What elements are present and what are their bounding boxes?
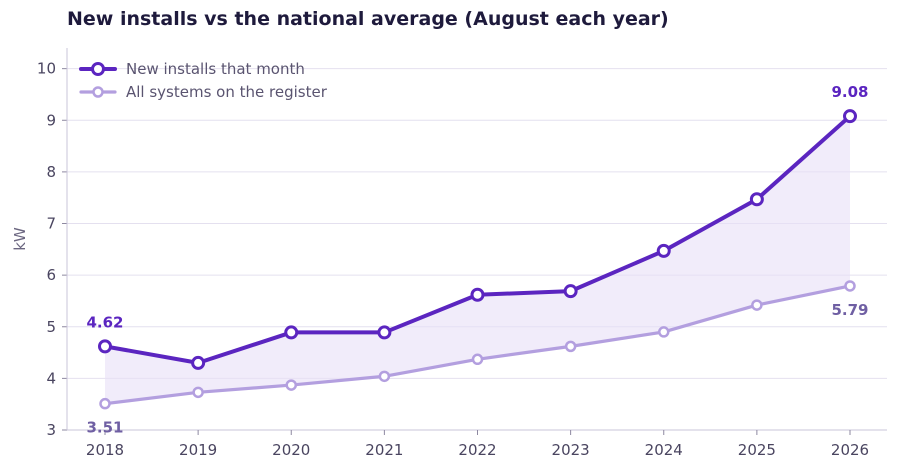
data-point — [191, 355, 206, 370]
x-tick-label: 2025 — [738, 441, 776, 459]
data-point — [377, 325, 392, 340]
y-tick-label: 4 — [46, 369, 56, 387]
data-point — [99, 397, 111, 410]
data-point — [98, 339, 112, 354]
y-tick-label: 8 — [46, 163, 56, 181]
y-axis-label: kW — [11, 227, 29, 251]
legend-marker-1 — [91, 62, 105, 76]
x-tick-label: 2019 — [179, 441, 217, 459]
data-point — [563, 284, 578, 299]
y-tick-label: 3 — [46, 421, 56, 439]
x-tick-label: 2020 — [272, 441, 310, 459]
x-tick-label: 2024 — [645, 441, 683, 459]
y-tick-label: 5 — [46, 318, 56, 336]
data-point — [749, 192, 764, 207]
legend-marker-2 — [92, 86, 104, 98]
data-point — [192, 386, 204, 399]
data-point — [378, 370, 391, 383]
data-point — [656, 243, 671, 258]
data-point — [843, 109, 857, 124]
y-tick-label: 7 — [46, 215, 56, 233]
x-tick-label: 2026 — [831, 441, 869, 459]
data-label: 3.51 — [86, 419, 123, 437]
data-point — [471, 353, 484, 366]
data-point — [751, 299, 763, 311]
data-point — [844, 280, 856, 292]
data-point — [470, 287, 485, 302]
data-point — [658, 326, 670, 338]
data-label: 4.62 — [86, 313, 123, 331]
legend-label-1: New installs that month — [126, 60, 305, 78]
legend-label-2: All systems on the register — [126, 83, 328, 101]
data-label: 5.79 — [831, 301, 868, 319]
data-point — [285, 379, 297, 391]
data-point — [284, 325, 299, 340]
chart-title: New installs vs the national average (Au… — [67, 8, 669, 30]
y-tick-label: 10 — [37, 60, 56, 78]
x-tick-label: 2022 — [458, 441, 496, 459]
data-point — [564, 340, 577, 353]
x-tick-label: 2021 — [365, 441, 403, 459]
y-tick-label: 9 — [46, 111, 56, 129]
data-label: 9.08 — [831, 83, 868, 101]
x-tick-label: 2018 — [86, 441, 124, 459]
x-tick-label: 2023 — [552, 441, 590, 459]
y-tick-label: 6 — [46, 266, 56, 284]
